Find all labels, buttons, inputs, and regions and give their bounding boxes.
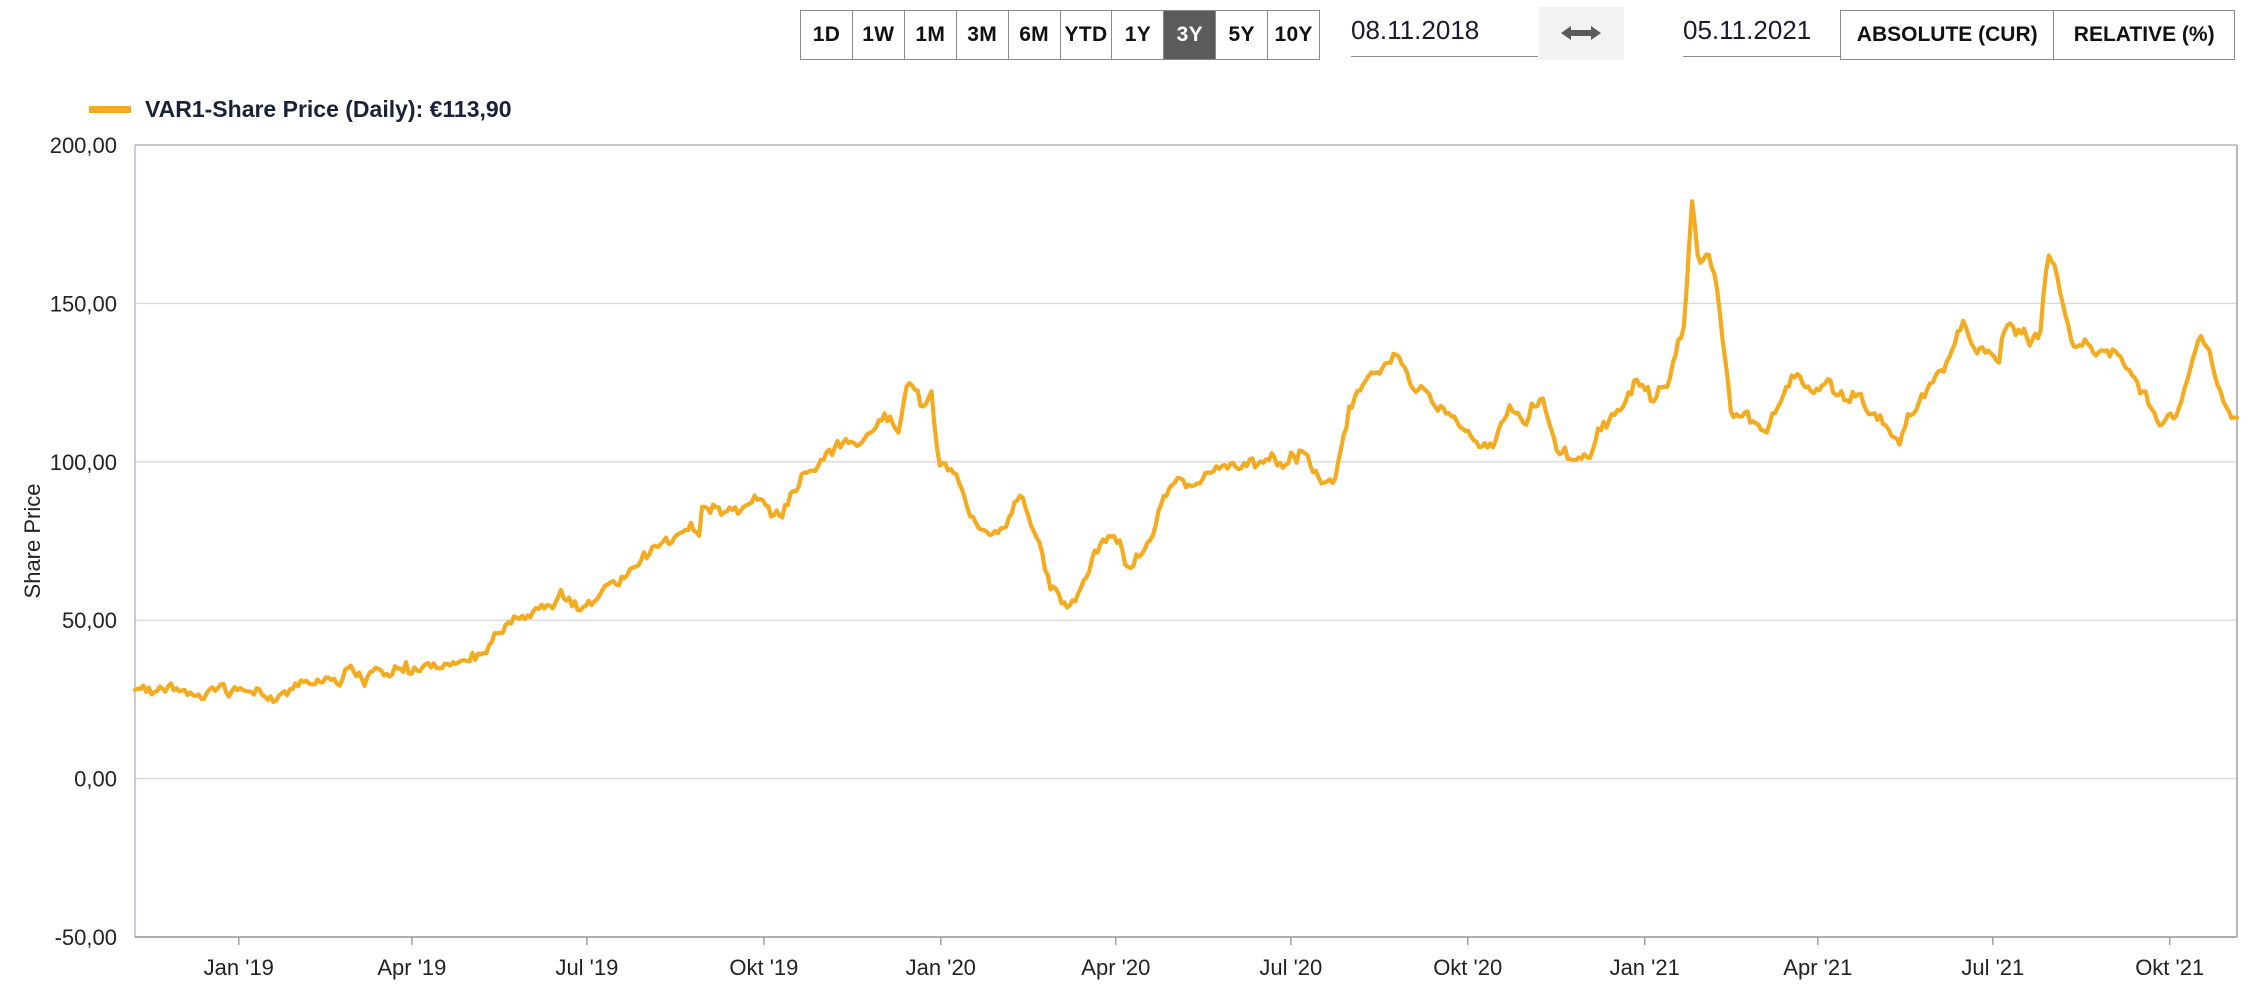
svg-text:200,00: 200,00 (50, 133, 117, 158)
svg-text:Okt '21: Okt '21 (2135, 955, 2204, 980)
svg-text:Jul '19: Jul '19 (555, 955, 618, 980)
svg-text:Jan '20: Jan '20 (906, 955, 976, 980)
svg-text:Apr '20: Apr '20 (1081, 955, 1150, 980)
svg-text:Jan '19: Jan '19 (204, 955, 274, 980)
svg-text:Jan '21: Jan '21 (1610, 955, 1680, 980)
svg-text:Okt '19: Okt '19 (729, 955, 798, 980)
svg-text:Apr '19: Apr '19 (377, 955, 446, 980)
svg-text:150,00: 150,00 (50, 291, 117, 316)
svg-text:-50,00: -50,00 (55, 925, 117, 950)
svg-text:Jul '21: Jul '21 (1961, 955, 2024, 980)
svg-text:Share Price: Share Price (20, 484, 45, 599)
svg-text:0,00: 0,00 (74, 767, 117, 792)
svg-text:50,00: 50,00 (62, 608, 117, 633)
svg-text:Okt '20: Okt '20 (1433, 955, 1502, 980)
svg-text:Jul '20: Jul '20 (1259, 955, 1322, 980)
svg-text:Apr '21: Apr '21 (1783, 955, 1852, 980)
svg-text:100,00: 100,00 (50, 450, 117, 475)
